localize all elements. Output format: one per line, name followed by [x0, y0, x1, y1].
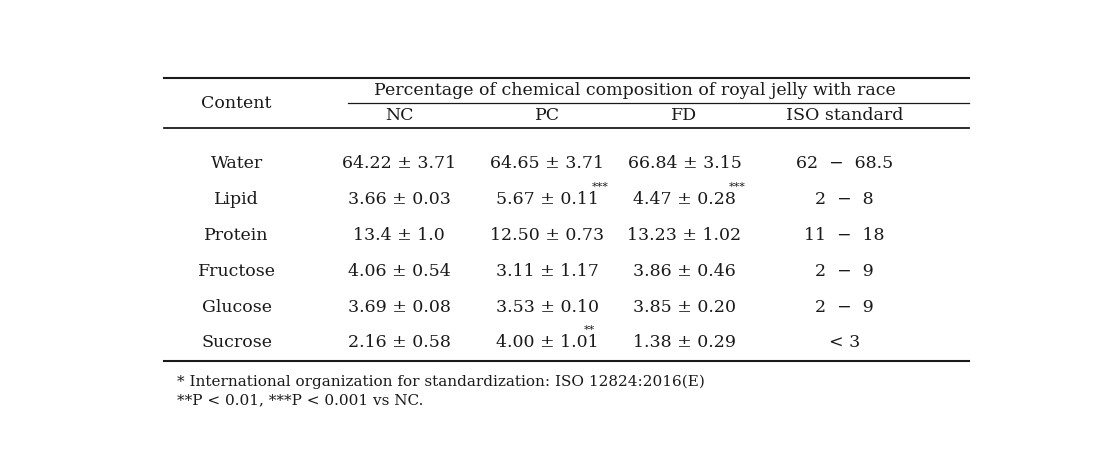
Text: 2  −  9: 2 − 9	[815, 299, 874, 316]
Text: 2  −  8: 2 − 8	[815, 191, 874, 208]
Text: 3.86 ± 0.46: 3.86 ± 0.46	[633, 263, 736, 280]
Text: ***: ***	[729, 182, 746, 192]
Text: 4.00 ± 1.01: 4.00 ± 1.01	[496, 334, 599, 352]
Text: 2  −  9: 2 − 9	[815, 263, 874, 280]
Text: * International organization for standardization: ISO 12824:2016(E): * International organization for standar…	[177, 374, 705, 389]
Text: 12.50 ± 0.73: 12.50 ± 0.73	[491, 227, 604, 244]
Text: **: **	[583, 325, 594, 335]
Text: Sucrose: Sucrose	[201, 334, 272, 352]
Text: NC: NC	[385, 107, 413, 124]
Text: 3.85 ± 0.20: 3.85 ± 0.20	[633, 299, 736, 316]
Text: 3.53 ± 0.10: 3.53 ± 0.10	[496, 299, 599, 316]
Text: 62  −  68.5: 62 − 68.5	[796, 155, 893, 172]
Text: ISO standard: ISO standard	[786, 107, 903, 124]
Text: FD: FD	[672, 107, 697, 124]
Text: 3.69 ± 0.08: 3.69 ± 0.08	[348, 299, 451, 316]
Text: 5.67 ± 0.11: 5.67 ± 0.11	[496, 191, 599, 208]
Text: 64.22 ± 3.71: 64.22 ± 3.71	[343, 155, 456, 172]
Text: 4.06 ± 0.54: 4.06 ± 0.54	[348, 263, 451, 280]
Text: Protein: Protein	[204, 227, 269, 244]
Text: Fructose: Fructose	[198, 263, 275, 280]
Text: Percentage of chemical composition of royal jelly with race: Percentage of chemical composition of ro…	[373, 82, 896, 99]
Text: 11  −  18: 11 − 18	[804, 227, 885, 244]
Text: 2.16 ± 0.58: 2.16 ± 0.58	[348, 334, 451, 352]
Text: 1.38 ± 0.29: 1.38 ± 0.29	[633, 334, 736, 352]
Text: < 3: < 3	[829, 334, 861, 352]
Text: 13.23 ± 1.02: 13.23 ± 1.02	[628, 227, 741, 244]
Text: 3.11 ± 1.17: 3.11 ± 1.17	[496, 263, 599, 280]
Text: 3.66 ± 0.03: 3.66 ± 0.03	[348, 191, 451, 208]
Text: PC: PC	[535, 107, 560, 124]
Text: Water: Water	[210, 155, 263, 172]
Text: 4.47 ± 0.28: 4.47 ± 0.28	[633, 191, 736, 208]
Text: 66.84 ± 3.15: 66.84 ± 3.15	[628, 155, 741, 172]
Text: ***: ***	[592, 182, 609, 192]
Text: Glucose: Glucose	[201, 299, 272, 316]
Text: Lipid: Lipid	[214, 191, 259, 208]
Text: 64.65 ± 3.71: 64.65 ± 3.71	[491, 155, 604, 172]
Text: Content: Content	[201, 94, 272, 112]
Text: 13.4 ± 1.0: 13.4 ± 1.0	[354, 227, 445, 244]
Text: **P < 0.01, ***P < 0.001 vs NC.: **P < 0.01, ***P < 0.001 vs NC.	[177, 393, 423, 407]
